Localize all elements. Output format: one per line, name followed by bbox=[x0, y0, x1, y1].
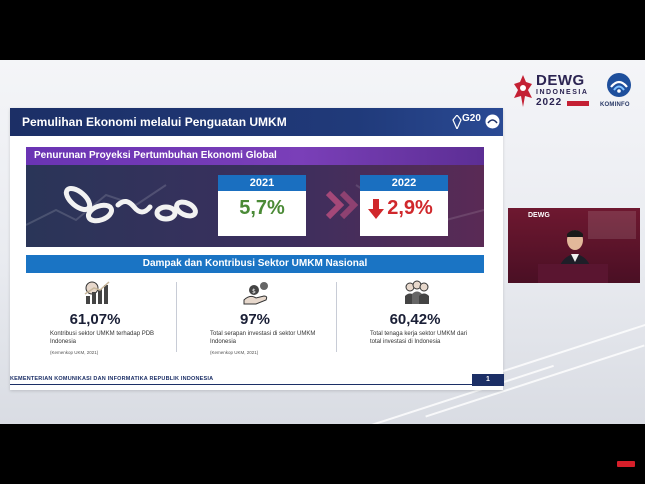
dewg-year-bar bbox=[567, 101, 589, 106]
impact-stat-percent: 61,07% bbox=[69, 311, 121, 328]
impact-stat-workforce: 60,42% Total tenaga kerja sektor UMKM da… bbox=[340, 280, 490, 376]
impact-stat-percent: 60,42% bbox=[389, 311, 441, 328]
svg-text:$: $ bbox=[252, 288, 256, 295]
slide-footer-line bbox=[10, 384, 503, 385]
impact-stat-description: Kontribusi sektor UMKM terhadap PDB Indo… bbox=[50, 331, 155, 345]
projection-title: Penurunan Proyeksi Pertumbuhan Ekonomi G… bbox=[34, 150, 277, 161]
stat-divider bbox=[336, 282, 337, 352]
kominfo-emblem-icon bbox=[607, 73, 631, 97]
presentation-stage: DEWG INDONESIA 2022 KOMINFO Pemulihan Ek… bbox=[0, 60, 645, 424]
projection-card-2021: 2021 5,7% bbox=[218, 175, 306, 236]
projection-year: 2022 bbox=[360, 175, 448, 191]
garuda-emblem-icon bbox=[514, 75, 532, 107]
stat-divider bbox=[176, 282, 177, 352]
impact-stat-investment: $ 97% Total serapan investasi di sektor … bbox=[180, 280, 330, 376]
dewg-year: 2022 bbox=[536, 97, 563, 108]
slide-footer: KEMENTERIAN KOMUNIKASI DAN INFORMATIKA R… bbox=[10, 376, 214, 382]
kominfo-logo: KOMINFO bbox=[600, 72, 640, 112]
kominfo-text: KOMINFO bbox=[600, 102, 630, 108]
slide-header: Pemulihan Ekonomi melalui Penguatan UMKM… bbox=[10, 108, 503, 136]
live-badge bbox=[617, 461, 635, 467]
impact-stat-gdp: 61,07% Kontribusi sektor UMKM terhadap P… bbox=[20, 280, 170, 376]
dewg-name: DEWG bbox=[536, 72, 585, 89]
investment-icon: $ bbox=[243, 282, 268, 305]
impact-stat-description: Total serapan investasi di sektor UMKM I… bbox=[210, 331, 316, 345]
projection-card-2022: 2022 2,9% bbox=[360, 175, 448, 236]
impact-stat-description: Total tenaga kerja sektor UMKM dari tota… bbox=[370, 331, 468, 345]
slide-title: Pemulihan Ekonomi melalui Penguatan UMKM bbox=[22, 115, 287, 129]
down-arrow-icon bbox=[368, 199, 384, 219]
growth-chart-icon bbox=[84, 281, 110, 304]
impact-stat-percent: 97% bbox=[239, 311, 271, 328]
impact-title-bar: Dampak dan Kontribusi Sektor UMKM Nasion… bbox=[26, 255, 484, 273]
projection-title-bar: Penurunan Proyeksi Pertumbuhan Ekonomi G… bbox=[26, 147, 484, 165]
page-number: 1 bbox=[472, 374, 504, 386]
impact-stat-source: (Kemenkop UKM, 2021) bbox=[50, 350, 99, 355]
dewg-logo: DEWG INDONESIA 2022 bbox=[512, 72, 592, 110]
dewg-country: INDONESIA bbox=[536, 89, 589, 96]
broken-chain-icon bbox=[63, 186, 198, 224]
g20-emblem-icon bbox=[452, 115, 462, 129]
workers-icon bbox=[405, 280, 429, 304]
projection-value: 2,9% bbox=[387, 197, 433, 219]
chevron-arrows-icon bbox=[325, 190, 359, 220]
g20-label: G20 bbox=[462, 113, 481, 124]
impact-stat-source: (Kemenkop UKM, 2021) bbox=[210, 350, 259, 355]
kominfo-small-icon bbox=[485, 114, 500, 129]
slide: Pemulihan Ekonomi melalui Penguatan UMKM… bbox=[10, 108, 504, 390]
impact-title: Dampak dan Kontribusi Sektor UMKM Nasion… bbox=[142, 258, 368, 269]
speaker-podium bbox=[538, 264, 608, 283]
projection-panel: Penurunan Proyeksi Pertumbuhan Ekonomi G… bbox=[26, 147, 484, 247]
g20-logo: G20 bbox=[452, 113, 500, 131]
projection-value: 5,7% bbox=[239, 197, 285, 219]
speaker-backdrop-logo: DEWG bbox=[528, 212, 550, 219]
projection-year: 2021 bbox=[218, 175, 306, 191]
speaker-video: DEWG bbox=[508, 208, 640, 283]
speaker-backdrop-screen bbox=[588, 211, 636, 239]
